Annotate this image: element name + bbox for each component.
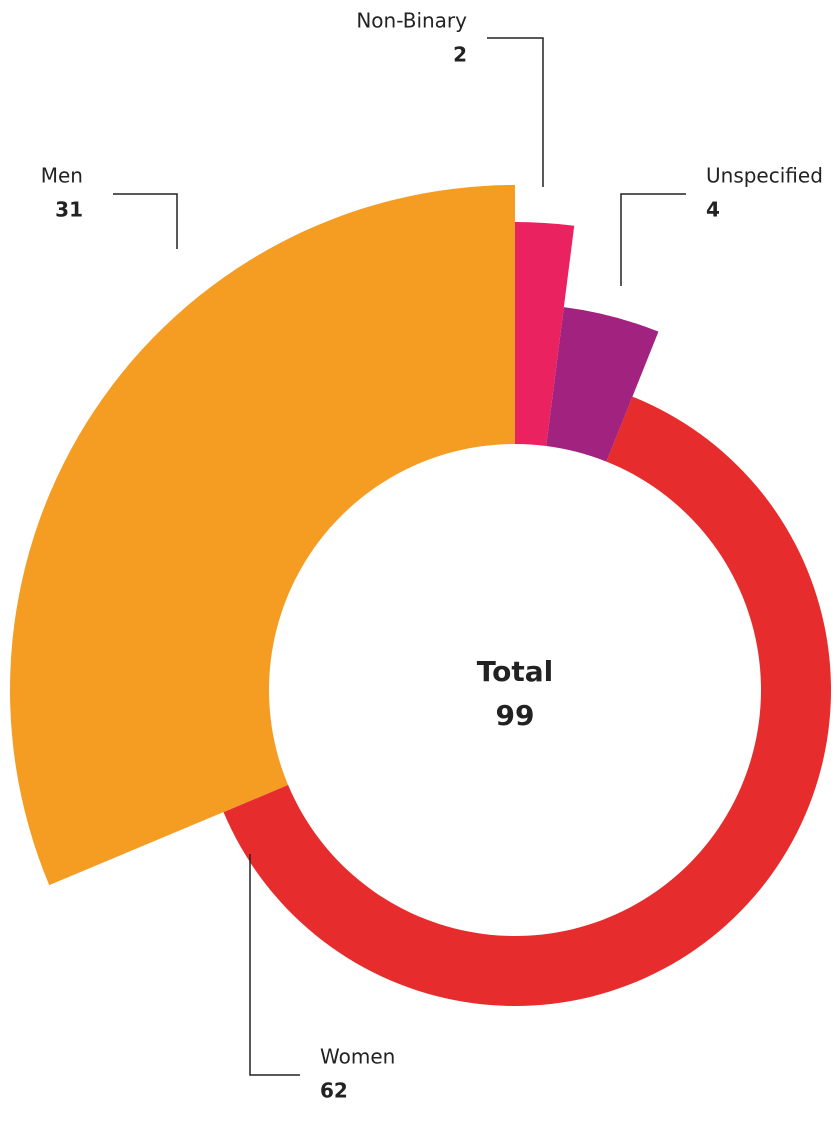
- center-hole: [270, 445, 760, 935]
- wedge: [515, 222, 575, 446]
- leader-line: [113, 193, 178, 249]
- slice-label: Non-Binary: [356, 9, 467, 33]
- slice-value: 62: [320, 1079, 348, 1103]
- center-total: 99: [496, 699, 535, 732]
- leader-line: [249, 854, 300, 1076]
- leader-line: [620, 193, 686, 286]
- slice-label: Unspecified: [706, 164, 823, 188]
- slice-value: 4: [706, 198, 720, 222]
- wedge: [546, 307, 659, 462]
- leader-line: [487, 37, 544, 187]
- center-label: Total: [477, 655, 554, 688]
- slice-value: 31: [55, 198, 83, 222]
- slice-label: Women: [320, 1045, 395, 1069]
- slice-value: 2: [453, 43, 467, 67]
- slice-label: Men: [41, 164, 83, 188]
- wedge: [10, 185, 516, 886]
